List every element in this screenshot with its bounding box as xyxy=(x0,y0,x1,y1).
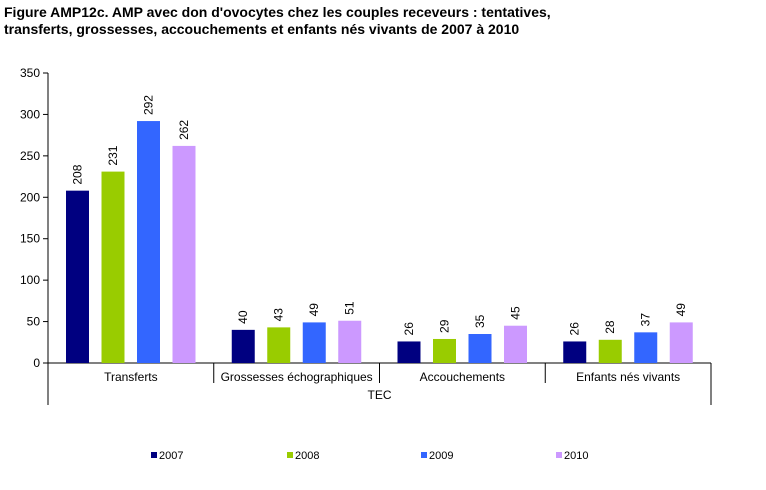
legend-swatch xyxy=(151,452,157,458)
bar xyxy=(302,322,326,363)
y-tick-label: 300 xyxy=(20,107,40,121)
data-label: 49 xyxy=(307,303,321,317)
y-tick-label: 0 xyxy=(33,356,40,370)
y-tick-label: 100 xyxy=(20,273,40,287)
data-label: 49 xyxy=(674,303,688,317)
bar xyxy=(137,121,160,363)
chart-title-line-1: Figure AMP12c. AMP avec don d'ovocytes c… xyxy=(4,4,551,20)
data-label: 45 xyxy=(509,306,523,320)
bar xyxy=(504,325,527,363)
bar xyxy=(101,171,125,363)
bar xyxy=(267,327,291,363)
bar xyxy=(563,341,587,363)
legend-label: 2010 xyxy=(564,450,588,462)
data-label: 292 xyxy=(142,95,156,115)
legend-swatch xyxy=(421,452,427,458)
bar xyxy=(231,329,255,363)
legend-label: 2007 xyxy=(159,450,183,462)
bar xyxy=(468,334,492,363)
data-label: 37 xyxy=(639,313,653,327)
data-label: 26 xyxy=(402,322,416,336)
bar xyxy=(634,332,658,363)
data-label: 28 xyxy=(603,320,617,334)
data-label: 262 xyxy=(177,120,191,140)
bar xyxy=(598,339,622,363)
y-tick-label: 200 xyxy=(20,190,40,204)
y-tick-label: 350 xyxy=(20,66,40,80)
bar xyxy=(172,145,196,363)
data-label: 29 xyxy=(438,319,452,333)
bar xyxy=(338,320,362,363)
chart-title: Figure AMP12c. AMP avec don d'ovocytes c… xyxy=(4,4,744,38)
chart-title-line-2: transferts, grossesses, accouchements et… xyxy=(4,21,520,37)
data-label: 231 xyxy=(106,145,120,165)
legend-swatch xyxy=(556,452,562,458)
data-label: 26 xyxy=(568,322,582,336)
bar xyxy=(669,322,693,363)
category-label: Grossesses échographiques xyxy=(221,370,373,384)
category-label: Accouchements xyxy=(420,370,505,384)
data-label: 51 xyxy=(343,301,357,315)
data-label: 35 xyxy=(473,314,487,328)
bar xyxy=(433,338,456,363)
category-label: Transferts xyxy=(104,370,158,384)
legend-label: 2009 xyxy=(429,450,453,462)
y-tick-label: 150 xyxy=(20,232,40,246)
category-label: Enfants nés vivants xyxy=(576,370,680,384)
y-tick-label: 250 xyxy=(20,149,40,163)
data-label: 40 xyxy=(236,310,250,324)
legend-label: 2008 xyxy=(295,450,319,462)
legend-swatch xyxy=(287,452,293,458)
y-tick-label: 50 xyxy=(27,315,41,329)
group-label: TEC xyxy=(368,388,392,402)
data-label: 43 xyxy=(272,308,286,322)
bar xyxy=(66,190,89,363)
bar xyxy=(397,341,421,363)
data-label: 208 xyxy=(71,164,85,184)
